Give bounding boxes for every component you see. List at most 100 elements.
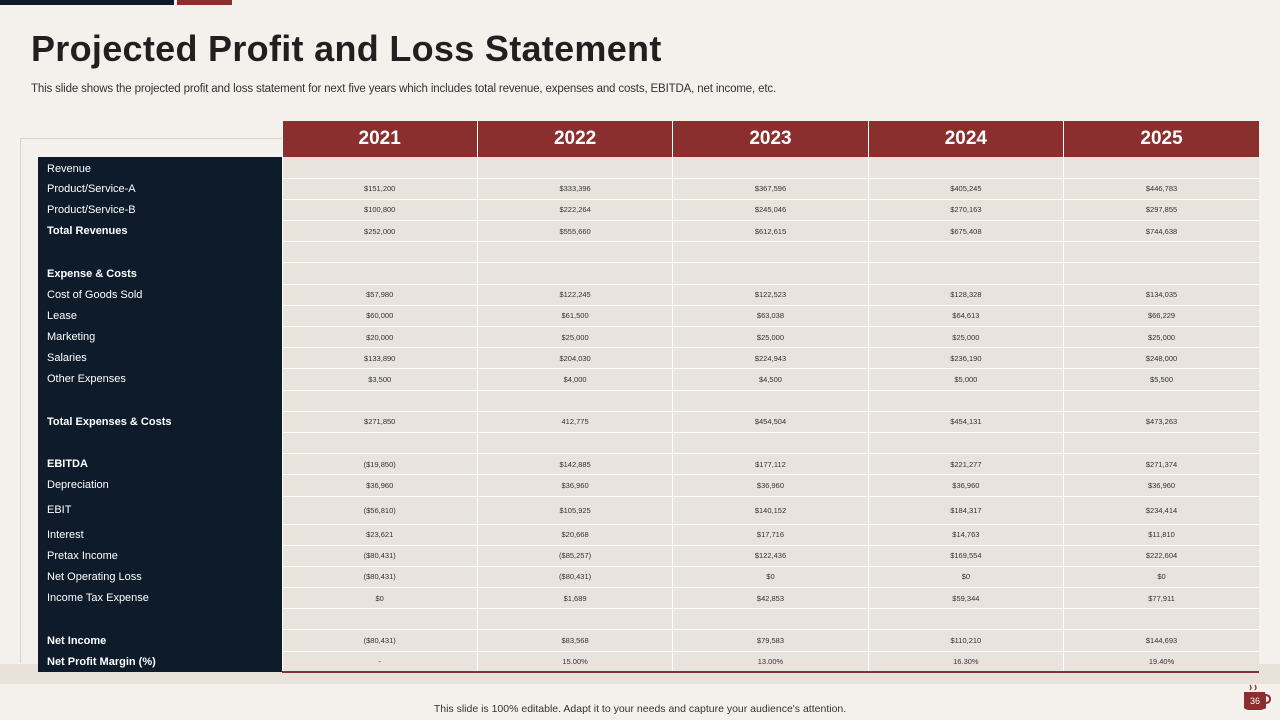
value-cell-2024: $36,960 xyxy=(867,474,1064,497)
value-cell-2023: $42,853 xyxy=(672,587,869,610)
value-cell-2022: $25,000 xyxy=(476,326,673,349)
value-cell-2022 xyxy=(476,262,673,285)
value-cell-2022: $61,500 xyxy=(476,305,673,328)
value-cell-2021: $23,621 xyxy=(281,524,478,546)
table-row xyxy=(38,241,1259,264)
table-row: Income Tax Expense $0 $1,689 $42,853 $59,344… xyxy=(38,587,1259,610)
value-cell-2024: $5,000 xyxy=(867,368,1064,391)
value-cell-2025 xyxy=(1063,157,1259,179)
value-cell-2023: $25,000 xyxy=(672,326,869,349)
value-cell-2022: $122,245 xyxy=(476,284,673,306)
row-label: Net Profit Margin (%) xyxy=(38,651,282,673)
value-cell-2023: $140,152 xyxy=(672,496,869,525)
row-label: Salaries xyxy=(38,347,282,369)
row-label xyxy=(38,608,282,630)
value-cell-2022: $1,689 xyxy=(476,587,673,610)
value-cell-2025: $744,638 xyxy=(1063,220,1259,243)
value-cell-2025: $11,810 xyxy=(1063,524,1259,546)
value-cell-2025: $66,229 xyxy=(1063,305,1259,328)
value-cell-2024: $0 xyxy=(867,566,1064,589)
table-row: EBIT ($56,810) $105,925 $140,152 $184,317 $23… xyxy=(38,496,1259,525)
value-cell-2023 xyxy=(672,608,869,631)
value-cell-2023: 13.00% xyxy=(672,651,869,674)
value-cell-2022: $142,885 xyxy=(476,453,673,476)
value-cell-2022 xyxy=(476,241,673,264)
value-cell-2024: $405,245 xyxy=(867,178,1064,200)
row-label: Total Revenues xyxy=(38,220,282,242)
table-row: Net Operating Loss ($80,431) ($80,431) $0 $0… xyxy=(38,566,1259,589)
row-label: Net Operating Loss xyxy=(38,566,282,588)
value-cell-2023: $63,038 xyxy=(672,305,869,328)
table-body: Revenue Product/Service-A $151,200 $333,396… xyxy=(38,157,1259,674)
value-cell-2025: $297,855 xyxy=(1063,199,1259,222)
table-row: Salaries $133,890 $204,030 $224,943 $236,190… xyxy=(38,347,1259,370)
value-cell-2025: $134,035 xyxy=(1063,284,1259,306)
table-row: Net Profit Margin (%) -15.00% 13.00% 16.30%… xyxy=(38,651,1259,674)
value-cell-2025: $446,783 xyxy=(1063,178,1259,200)
value-cell-2025 xyxy=(1063,262,1259,285)
year-header-row: 2021 2022 2023 2024 2025 xyxy=(38,121,1259,157)
table-row: Interest $23,621 $20,668 $17,716 $14,763 $11,… xyxy=(38,524,1259,546)
value-cell-2024 xyxy=(867,241,1064,264)
table-row: Total Revenues $252,000 $555,660 $612,615 $6… xyxy=(38,220,1259,243)
table-row xyxy=(38,390,1259,412)
value-cell-2021 xyxy=(281,608,478,631)
value-cell-2024: $110,210 xyxy=(867,629,1064,652)
value-cell-2021: $151,200 xyxy=(281,178,478,200)
value-cell-2023: $367,596 xyxy=(672,178,869,200)
row-label: Depreciation xyxy=(38,474,282,496)
table-row: Pretax Income ($80,431) ($85,257) $122,436 $… xyxy=(38,545,1259,567)
value-cell-2022: 412,775 xyxy=(476,411,673,433)
value-cell-2021: $271,850 xyxy=(281,411,478,433)
value-cell-2025 xyxy=(1063,608,1259,631)
value-cell-2022: $36,960 xyxy=(476,474,673,497)
row-label: Lease xyxy=(38,305,282,327)
table-row: Expense & Costs xyxy=(38,262,1259,285)
year-header-2025: 2025 xyxy=(1063,121,1259,157)
value-cell-2024: $59,344 xyxy=(867,587,1064,610)
value-cell-2025 xyxy=(1063,432,1259,455)
value-cell-2024 xyxy=(867,262,1064,285)
row-label: Cost of Goods Sold xyxy=(38,284,282,306)
value-cell-2024: $184,317 xyxy=(867,496,1064,525)
value-cell-2024: $236,190 xyxy=(867,347,1064,370)
value-cell-2025: $234,414 xyxy=(1063,496,1259,525)
value-cell-2024: $14,763 xyxy=(867,524,1064,546)
value-cell-2024: $169,554 xyxy=(867,545,1064,567)
row-label: Income Tax Expense xyxy=(38,587,282,609)
value-cell-2024 xyxy=(867,608,1064,631)
table-row: Cost of Goods Sold $57,980 $122,245 $122,52… xyxy=(38,284,1259,306)
value-cell-2025: $144,693 xyxy=(1063,629,1259,652)
value-cell-2023: $454,504 xyxy=(672,411,869,433)
top-accent-bar-navy xyxy=(0,0,174,5)
value-cell-2024: $675,408 xyxy=(867,220,1064,243)
value-cell-2023: $4,500 xyxy=(672,368,869,391)
value-cell-2024: $270,163 xyxy=(867,199,1064,222)
value-cell-2021: $20,000 xyxy=(281,326,478,349)
row-label xyxy=(38,390,282,412)
value-cell-2022: $83,568 xyxy=(476,629,673,652)
footer-note: This slide is 100% editable. Adapt it to… xyxy=(433,703,847,715)
value-cell-2025: $271,374 xyxy=(1063,453,1259,476)
value-cell-2024: $25,000 xyxy=(867,326,1064,349)
value-cell-2022: ($80,431) xyxy=(476,566,673,589)
table-row: Other Expenses $3,500 $4,000 $4,500 $5,000 $5… xyxy=(38,368,1259,391)
value-cell-2025: $36,960 xyxy=(1063,474,1259,497)
value-cell-2023: $245,046 xyxy=(672,199,869,222)
value-cell-2022 xyxy=(476,390,673,412)
value-cell-2021: $57,980 xyxy=(281,284,478,306)
profit-loss-table: 2021 2022 2023 2024 2025 Revenue Product/… xyxy=(38,121,1259,674)
row-label: Marketing xyxy=(38,326,282,348)
row-label xyxy=(38,432,282,454)
value-cell-2024: 16.30% xyxy=(867,651,1064,674)
value-cell-2023 xyxy=(672,241,869,264)
value-cell-2022: $105,925 xyxy=(476,496,673,525)
value-cell-2025: $248,000 xyxy=(1063,347,1259,370)
table-row xyxy=(38,608,1259,631)
table-row: Revenue xyxy=(38,157,1259,179)
row-label: Revenue xyxy=(38,157,282,179)
value-cell-2022: $204,030 xyxy=(476,347,673,370)
value-cell-2023: $224,943 xyxy=(672,347,869,370)
row-label: Product/Service-B xyxy=(38,199,282,221)
value-cell-2022: $333,396 xyxy=(476,178,673,200)
